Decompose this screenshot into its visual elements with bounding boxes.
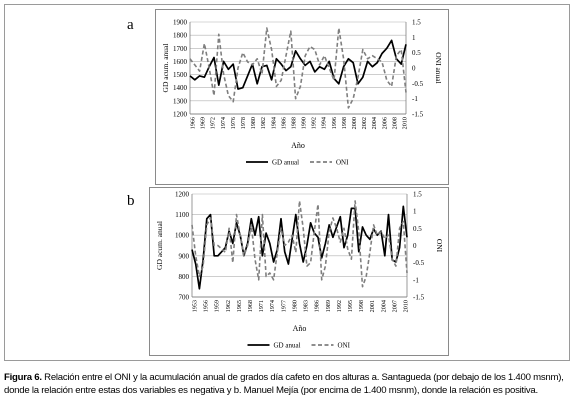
x-tick-a-2: 1972 <box>210 117 217 129</box>
y2-tick-a-5: 1 <box>412 34 416 42</box>
x-tick-a-5: 1978 <box>240 117 247 129</box>
x-tick-b-15: 1998 <box>358 300 365 312</box>
x-tick-b-9: 1980 <box>291 300 298 312</box>
x-tick-b-2: 1959 <box>214 300 221 312</box>
x-tick-b-0: 1953 <box>192 300 199 312</box>
caption-label: Figura 6. <box>4 372 42 383</box>
x-tick-a-9: 1986 <box>280 117 287 129</box>
legend-label-b-0: GD anual <box>274 342 301 350</box>
y2-tick-b-6: 1.5 <box>413 191 422 199</box>
x-tick-a-16: 2000 <box>351 117 358 129</box>
x-tick-a-13: 1994 <box>321 117 328 129</box>
y2-tick-a-0: -1.5 <box>412 111 424 119</box>
x-axis-title-a: Año <box>291 141 305 150</box>
y2-tick-b-0: -1.5 <box>413 294 425 302</box>
x-tick-b-5: 1968 <box>247 300 254 312</box>
y-tick-a-7: 1900 <box>173 19 188 27</box>
panel-letter-b: b <box>127 193 135 209</box>
x-tick-b-4: 1965 <box>236 300 243 312</box>
x-tick-b-1: 1956 <box>203 300 210 312</box>
x-tick-a-8: 1984 <box>270 117 277 129</box>
legend-label-a-0: GD anual <box>272 159 299 167</box>
y2-tick-b-4: 0.5 <box>413 225 422 233</box>
panel-letter-a: a <box>127 17 134 33</box>
y2-tick-b-3: 0 <box>413 242 417 250</box>
x-tick-b-13: 1992 <box>336 300 343 312</box>
chart-a-box: 1200 1300 1400 1500 1600 1700 1800 1900 -1.5 -1 -0… <box>155 9 449 185</box>
x-tick-a-14: 1996 <box>331 117 338 129</box>
x-tick-b-7: 1974 <box>269 300 276 312</box>
y-tick-a-0: 1200 <box>173 111 188 119</box>
y2-tick-a-2: -0.5 <box>412 80 424 88</box>
y2-axis-title-b: ONI <box>435 239 444 253</box>
x-tick-a-17: 2002 <box>361 117 368 129</box>
x-axis-title-b: Año <box>293 324 307 333</box>
y-axis-title-a: GD acum. anual <box>161 44 170 93</box>
x-tick-a-1: 1969 <box>200 117 207 129</box>
x-tick-a-19: 2006 <box>381 117 388 129</box>
x-tick-b-19: 2010 <box>403 300 410 312</box>
x-tick-b-14: 1995 <box>347 300 354 312</box>
x-tick-a-7: 1982 <box>260 117 267 129</box>
figure-frame: a 1200 1300 1400 1500 1600 1700 1800 1900 -1.5 -1… <box>4 4 570 361</box>
figure-caption: Figura 6. Relación entre el ONI y la acu… <box>4 372 574 397</box>
y-tick-a-5: 1700 <box>173 45 188 53</box>
x-tick-a-6: 1980 <box>250 117 257 129</box>
y-tick-b-4: 1100 <box>175 211 189 219</box>
x-tick-a-4: 1976 <box>230 117 237 129</box>
x-tick-b-10: 1983 <box>303 300 310 312</box>
y-tick-a-2: 1400 <box>173 84 188 92</box>
series-line-b-1 <box>191 200 408 288</box>
y-tick-a-4: 1600 <box>173 58 188 66</box>
y2-tick-b-5: 1 <box>413 208 417 216</box>
y-tick-b-0: 700 <box>179 294 190 302</box>
x-tick-b-3: 1962 <box>225 300 232 312</box>
legend-label-b-1: ONI <box>338 342 351 350</box>
y-tick-b-1: 800 <box>179 273 190 281</box>
x-tick-a-18: 2004 <box>371 117 378 129</box>
y2-axis-title-a: ONI anual <box>434 52 443 83</box>
y2-tick-a-1: -1 <box>412 95 418 103</box>
y-tick-a-6: 1800 <box>173 32 188 40</box>
chart-b: 700 800 900 1000 1100 1200 -1.5 -1 -0.5 0 0.5 1 1.5 1… <box>155 191 444 350</box>
x-tick-b-6: 1971 <box>258 300 265 312</box>
x-tick-a-20: 2008 <box>391 117 398 129</box>
x-tick-a-3: 1974 <box>220 117 227 129</box>
y-tick-a-1: 1300 <box>173 97 188 105</box>
y-tick-b-3: 1000 <box>175 232 190 240</box>
x-tick-b-8: 1977 <box>280 300 287 312</box>
chart-a: 1200 1300 1400 1500 1600 1700 1800 1900 -1.5 -1 -0… <box>161 19 443 167</box>
series-line-a-0 <box>189 39 407 90</box>
caption-text: Relación entre el ONI y la acumulación a… <box>4 372 564 396</box>
y2-tick-a-3: 0 <box>412 65 416 73</box>
y2-tick-a-6: 1.5 <box>412 19 421 27</box>
x-tick-a-15: 1998 <box>341 117 348 129</box>
y-tick-b-5: 1200 <box>175 191 190 199</box>
x-tick-b-11: 1986 <box>314 300 321 312</box>
y-tick-a-3: 1500 <box>173 71 188 79</box>
y2-tick-b-2: -0.5 <box>413 259 425 267</box>
x-tick-b-18: 2007 <box>391 300 398 312</box>
x-tick-b-16: 2001 <box>369 300 376 312</box>
chart-b-box: 700 800 900 1000 1100 1200 -1.5 -1 -0.5 0 0.5 1 1.5 1… <box>149 187 449 356</box>
series-line-a-1 <box>189 27 407 109</box>
x-tick-a-12: 1992 <box>311 117 318 129</box>
x-tick-b-12: 1989 <box>325 300 332 312</box>
y-axis-title-b: GD acum. anual <box>155 221 164 270</box>
y2-tick-a-4: 0.5 <box>412 49 421 57</box>
x-tick-a-11: 1990 <box>301 117 308 129</box>
legend-label-a-1: ONI <box>336 159 349 167</box>
x-tick-a-21: 2010 <box>402 117 409 129</box>
y-tick-b-2: 900 <box>179 252 190 260</box>
x-tick-a-0: 1966 <box>190 117 197 129</box>
y2-tick-b-1: -1 <box>413 276 419 284</box>
x-tick-b-17: 2004 <box>380 300 387 312</box>
x-tick-a-10: 1988 <box>290 117 297 129</box>
